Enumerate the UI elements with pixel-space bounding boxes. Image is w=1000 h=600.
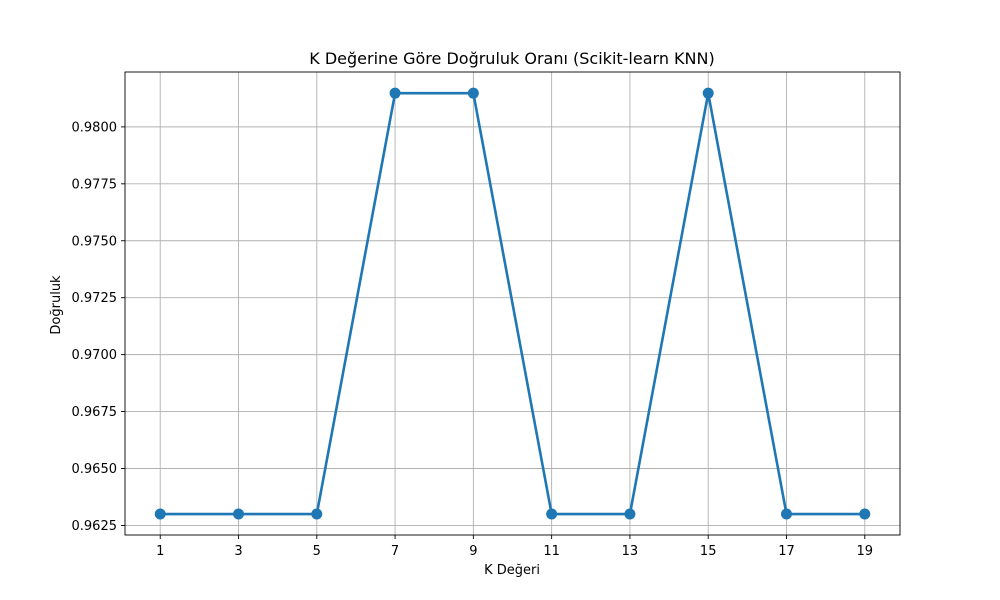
x-tick-label: 17 <box>778 544 795 559</box>
plot-frame <box>124 71 901 536</box>
chart-title: K Değerine Göre Doğruluk Oranı (Scikit-l… <box>309 49 714 68</box>
x-tick-label: 1 <box>156 544 164 559</box>
data-point <box>154 508 166 520</box>
data-point <box>467 87 479 99</box>
x-tick-label: 15 <box>700 544 717 559</box>
data-point <box>311 508 323 520</box>
x-tick-label: 7 <box>391 544 399 559</box>
y-tick-label: 0.9700 <box>72 348 118 363</box>
x-axis-label: K Değeri <box>484 563 540 578</box>
y-axis-label: Doğruluk <box>49 275 64 335</box>
x-tick-label: 19 <box>856 544 873 559</box>
y-tick-label: 0.9650 <box>72 462 118 477</box>
data-point <box>702 87 714 99</box>
x-tick-label: 11 <box>543 544 560 559</box>
y-tick-label: 0.9775 <box>72 177 118 192</box>
data-point <box>624 508 636 520</box>
series-layer <box>154 87 871 520</box>
data-point <box>546 508 558 520</box>
data-point <box>233 508 245 520</box>
data-point <box>859 508 871 520</box>
y-tick-label: 0.9625 <box>72 519 118 534</box>
data-point <box>780 508 792 520</box>
series-line <box>160 91 865 516</box>
x-tick-label: 3 <box>234 544 242 559</box>
axes: 1 3 5 7 9 11 13 15 17 190.96250.96500.96750.97000… <box>72 120 874 559</box>
y-tick-label: 0.9800 <box>72 120 118 135</box>
y-tick-label: 0.9750 <box>72 234 118 249</box>
x-tick-label: 9 <box>469 544 477 559</box>
x-tick-label: 5 <box>313 544 321 559</box>
grid <box>125 72 900 535</box>
y-tick-label: 0.9725 <box>72 291 118 306</box>
x-tick-label: 13 <box>622 544 639 559</box>
data-point <box>389 87 401 99</box>
y-tick-label: 0.9675 <box>72 405 118 420</box>
